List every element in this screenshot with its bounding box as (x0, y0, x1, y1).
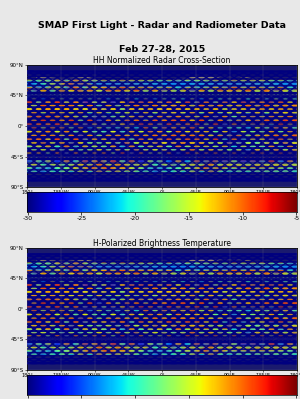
Polygon shape (177, 259, 274, 303)
Polygon shape (102, 300, 136, 346)
Polygon shape (36, 260, 117, 303)
Polygon shape (148, 284, 194, 332)
Text: Feb 27-28, 2015: Feb 27-28, 2015 (119, 45, 205, 54)
Polygon shape (158, 261, 184, 283)
Text: SMAP First Light - Radar and Radiometer Data: SMAP First Light - Radar and Radiometer … (38, 21, 286, 30)
Polygon shape (248, 317, 276, 335)
Polygon shape (177, 77, 274, 120)
Polygon shape (102, 118, 136, 163)
Polygon shape (148, 101, 194, 150)
Title: HH Normalized Radar Cross-Section: HH Normalized Radar Cross-Section (93, 56, 231, 65)
Polygon shape (158, 79, 184, 100)
Title: H-Polarized Brightness Temperature: H-Polarized Brightness Temperature (93, 239, 231, 248)
Polygon shape (36, 77, 117, 120)
Polygon shape (248, 134, 276, 152)
